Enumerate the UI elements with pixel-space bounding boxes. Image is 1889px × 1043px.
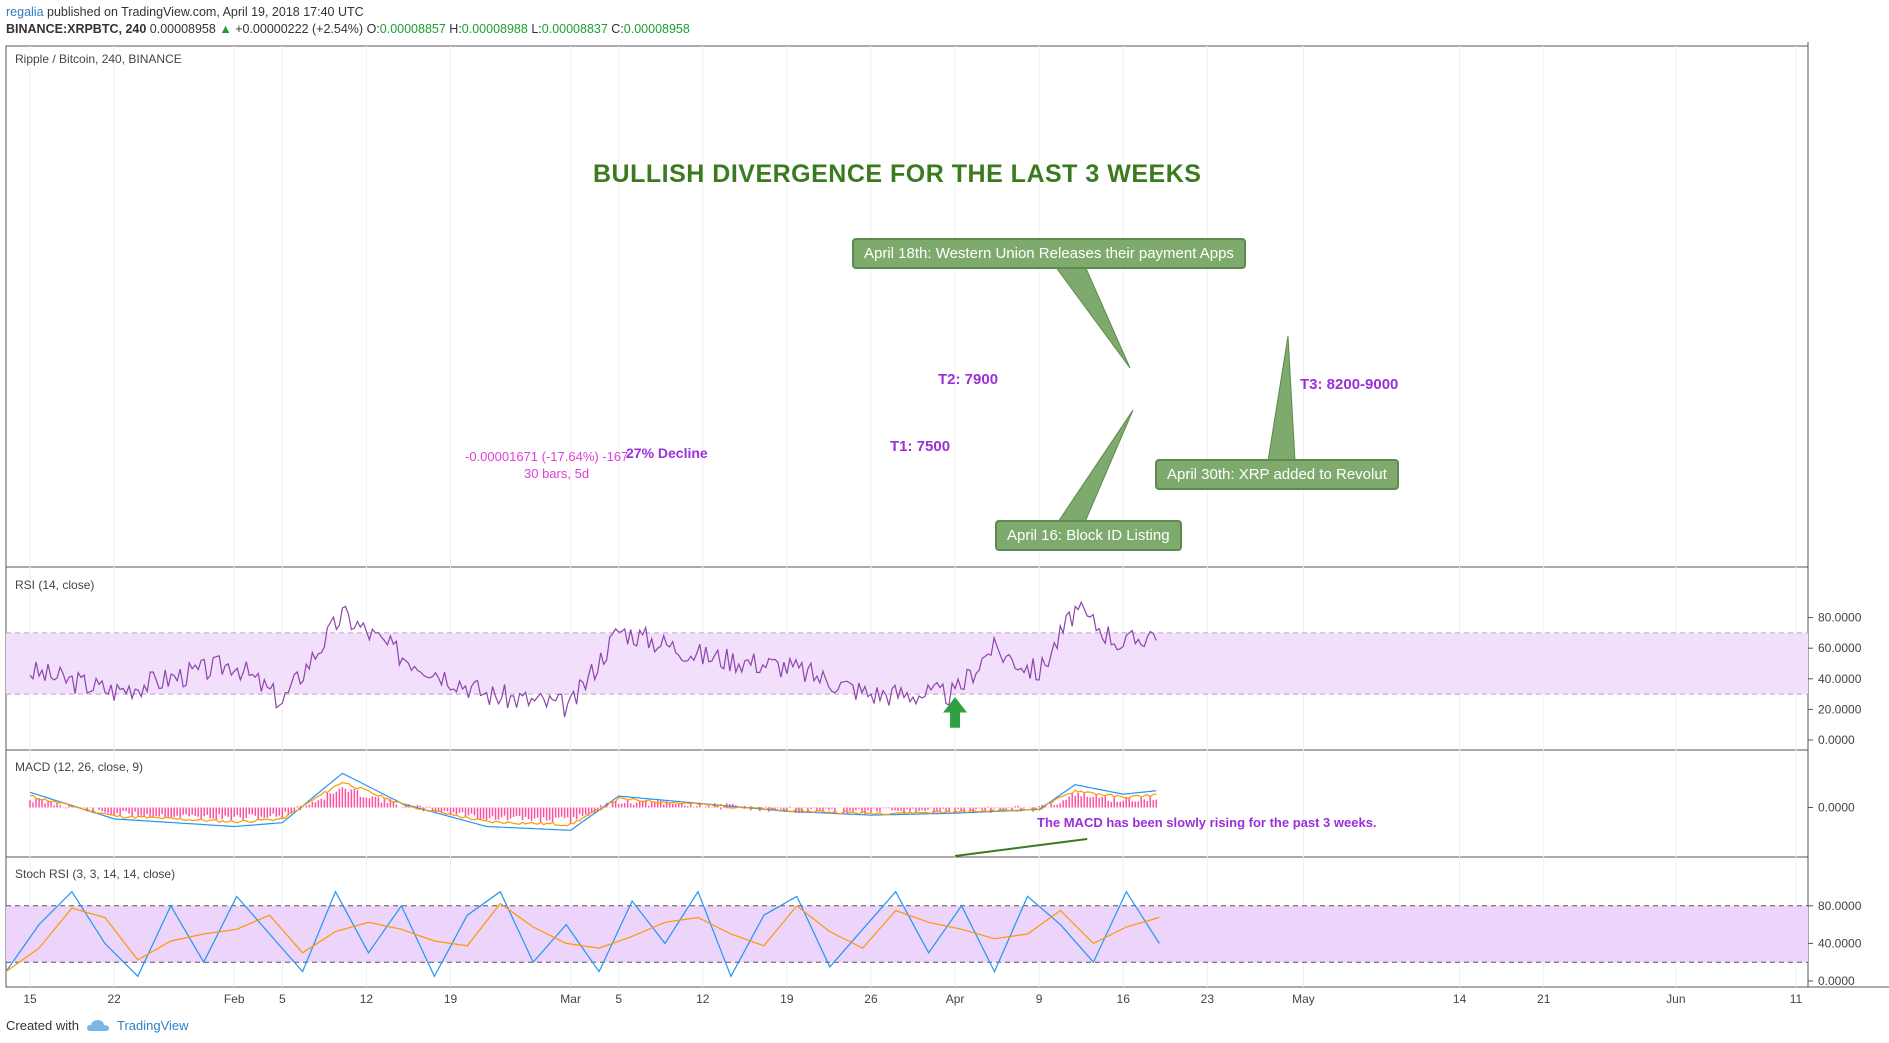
x-tick-label: 5: [615, 992, 622, 1006]
up-arrow-icon: [943, 697, 968, 728]
close-label: C:: [611, 22, 624, 36]
x-tick-label: 26: [864, 992, 878, 1006]
price-change: +0.00000222 (+2.54%): [235, 22, 364, 36]
chart-header: regalia published on TradingView.com, Ap…: [6, 5, 690, 36]
stoch-pane-title: Stoch RSI (3, 3, 14, 14, close): [15, 867, 176, 881]
high-label: H:: [449, 22, 462, 36]
rsi-pane-title: RSI (14, close): [15, 578, 95, 592]
last-price: 0.00008958: [149, 22, 216, 36]
x-tick-label: 19: [444, 992, 458, 1006]
macd-pane-frame: [5, 749, 1809, 858]
measure-line1: -0.00001671 (-17.64%) -167: [465, 449, 629, 464]
created-with-label: Created with: [6, 1018, 79, 1033]
x-tick-label: 22: [107, 992, 121, 1006]
footer: Created with TradingView: [6, 1018, 189, 1033]
measure-line2: 30 bars, 5d: [524, 466, 590, 481]
target-t2-label: T2: 7900: [938, 371, 999, 388]
stoch-k-line: [5, 890, 1160, 978]
publish-info: published on TradingView.com, April 19, …: [43, 5, 364, 19]
symbol-label: BINANCE:XRPBTC, 240: [6, 22, 147, 36]
stoch-d-line: [5, 902, 1160, 973]
high-value: 0.00008988: [461, 22, 528, 36]
x-tick-label: 19: [780, 992, 794, 1006]
stoch-tick-label: 0.0000: [1818, 974, 1855, 988]
decline-label: 27% Decline: [626, 445, 708, 461]
block-id-callout[interactable]: April 16: Block ID Listing: [995, 520, 1182, 551]
x-tick-label: Jun: [1666, 992, 1685, 1006]
x-tick-label: 14: [1453, 992, 1467, 1006]
rsi-line: [29, 600, 1157, 718]
revolut-callout[interactable]: April 30th: XRP added to Revolut: [1155, 459, 1399, 490]
target-t1-label: T1: 7500: [890, 438, 951, 455]
macd-line: [29, 772, 1157, 831]
chart-canvas[interactable]: 15 22 Feb 5 12 19 Mar 5 12 19 26 Apr 9 16 23 May 14 21 Jun…: [0, 42, 1889, 1014]
x-tick-label: 15: [23, 992, 37, 1006]
western-union-pointer: [1054, 265, 1131, 369]
rsi-tick-label: 60.0000: [1818, 641, 1862, 655]
close-value: 0.00008958: [623, 22, 690, 36]
x-tick-label: 9: [1036, 992, 1043, 1006]
rsi-tick-label: 40.0000: [1818, 672, 1862, 686]
block-id-pointer: [1057, 409, 1134, 523]
x-tick-label: 21: [1537, 992, 1551, 1006]
x-tick-label: 12: [360, 992, 374, 1006]
rsi-tick-label: 20.0000: [1818, 702, 1862, 716]
x-tick-label: Mar: [560, 992, 581, 1006]
stoch-band: [6, 905, 1808, 963]
low-label: L:: [531, 22, 542, 36]
x-tick-label: 23: [1201, 992, 1215, 1006]
stoch-tick-label: 80.0000: [1818, 899, 1862, 913]
main-pane-frame: [5, 45, 1809, 568]
x-tick-label: 12: [696, 992, 710, 1006]
main-pane-title: Ripple / Bitcoin, 240, BINANCE: [15, 52, 182, 66]
tradingview-cloud-icon: [86, 1019, 109, 1031]
target-t3-label: T3: 8200-9000: [1300, 376, 1399, 393]
macd-tick-label: 0.0000: [1818, 801, 1855, 815]
low-value: 0.00008837: [541, 22, 608, 36]
x-tick-label: 5: [279, 992, 286, 1006]
open-label: O:: [366, 22, 380, 36]
rsi-band: [6, 632, 1808, 695]
rsi-tick-label: 80.0000: [1818, 611, 1862, 625]
x-tick-label: 16: [1117, 992, 1131, 1006]
stoch-tick-label: 40.0000: [1818, 936, 1862, 950]
tradingview-brand[interactable]: TradingView: [116, 1018, 189, 1033]
rsi-tick-label: 0.0000: [1818, 733, 1855, 747]
macd-histogram: [29, 787, 1158, 824]
macd-note: The MACD has been slowly rising for the …: [1037, 815, 1377, 830]
open-value: 0.00008857: [379, 22, 446, 36]
western-union-callout[interactable]: April 18th: Western Union Releases their…: [852, 238, 1246, 269]
x-tick-label: May: [1292, 992, 1315, 1006]
headline-text: BULLISH DIVERGENCE FOR THE LAST 3 WEEKS: [593, 160, 1202, 188]
x-tick-label: Apr: [946, 992, 965, 1006]
revolut-pointer: [1267, 335, 1296, 462]
author-name[interactable]: regalia: [6, 5, 44, 19]
macd-pane-title: MACD (12, 26, close, 9): [15, 760, 144, 774]
macd-trendline: [954, 838, 1088, 857]
x-tick-label: 11: [1790, 992, 1803, 1006]
macd-signal-line: [30, 781, 1157, 827]
x-tick-label: Feb: [224, 992, 245, 1006]
